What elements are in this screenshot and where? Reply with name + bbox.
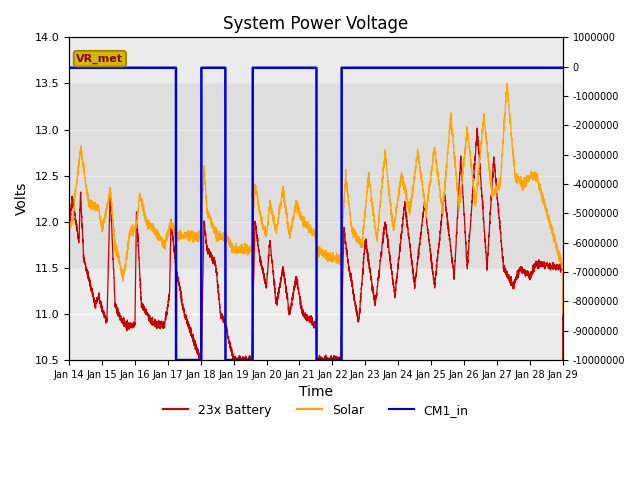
Y-axis label: Volts: Volts <box>15 182 29 216</box>
X-axis label: Time: Time <box>299 385 333 399</box>
Bar <box>69 84 563 268</box>
Legend: 23x Battery, Solar, CM1_in: 23x Battery, Solar, CM1_in <box>158 398 474 421</box>
Text: VR_met: VR_met <box>76 54 124 64</box>
Title: System Power Voltage: System Power Voltage <box>223 15 408 33</box>
